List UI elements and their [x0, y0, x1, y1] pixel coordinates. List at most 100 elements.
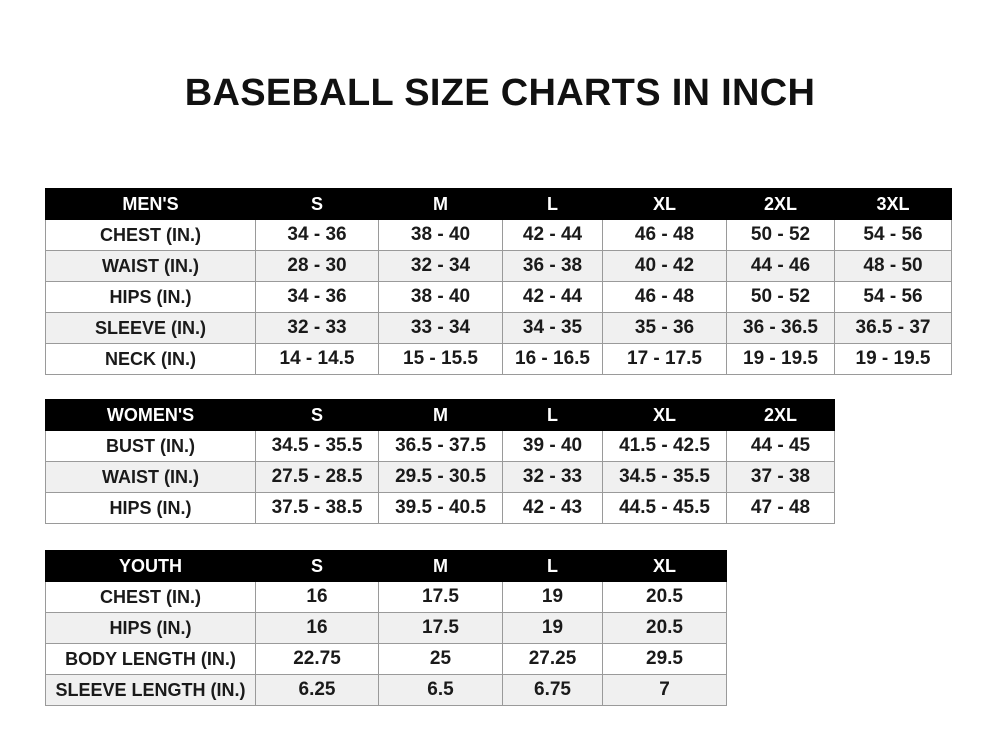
- size-value-cell: 46 - 48: [602, 219, 727, 251]
- size-value-cell: 39.5 - 40.5: [378, 492, 503, 524]
- size-value-cell: 38 - 40: [378, 219, 503, 251]
- table-category-header: YOUTH: [45, 550, 256, 582]
- size-column-header: S: [255, 399, 379, 431]
- size-value-cell: 19: [502, 581, 603, 613]
- table-row: BODY LENGTH (IN.) 22.75 25 27.25 29.5: [45, 643, 727, 675]
- size-value-cell: 33 - 34: [378, 312, 503, 344]
- size-value-cell: 25: [378, 643, 503, 675]
- table-row: WAIST (IN.) 27.5 - 28.5 29.5 - 30.5 32 - 33…: [45, 461, 835, 493]
- youth-size-table: YOUTH S M L XL CHEST (IN.) 16 17.5 19 20.5 HIPS (I…: [45, 550, 727, 706]
- size-column-header: M: [378, 188, 503, 220]
- size-value-cell: 28 - 30: [255, 250, 379, 282]
- size-value-cell: 36.5 - 37: [834, 312, 952, 344]
- measurement-label: CHEST (IN.): [45, 219, 256, 251]
- size-value-cell: 34 - 36: [255, 219, 379, 251]
- size-column-header: S: [255, 550, 379, 582]
- size-column-header: L: [502, 399, 603, 431]
- size-column-header: M: [378, 399, 503, 431]
- size-value-cell: 39 - 40: [502, 430, 603, 462]
- table-row: BUST (IN.) 34.5 - 35.5 36.5 - 37.5 39 - 40 4…: [45, 430, 835, 462]
- size-value-cell: 42 - 43: [502, 492, 603, 524]
- size-value-cell: 36 - 38: [502, 250, 603, 282]
- size-value-cell: 44 - 46: [726, 250, 835, 282]
- size-value-cell: 48 - 50: [834, 250, 952, 282]
- size-value-cell: 19: [502, 612, 603, 644]
- size-value-cell: 54 - 56: [834, 281, 952, 313]
- size-value-cell: 38 - 40: [378, 281, 503, 313]
- size-column-header: 2XL: [726, 399, 835, 431]
- table-row: CHEST (IN.) 34 - 36 38 - 40 42 - 44 46 - 48 5…: [45, 219, 952, 251]
- size-value-cell: 32 - 33: [502, 461, 603, 493]
- measurement-label: HIPS (IN.): [45, 612, 256, 644]
- size-value-cell: 42 - 44: [502, 281, 603, 313]
- table-row: NECK (IN.) 14 - 14.5 15 - 15.5 16 - 16.5 17 …: [45, 343, 952, 375]
- table-row: HIPS (IN.) 34 - 36 38 - 40 42 - 44 46 - 48 50…: [45, 281, 952, 313]
- size-value-cell: 6.75: [502, 674, 603, 706]
- mens-size-table: MEN'S S M L XL 2XL 3XL CHEST (IN.) 34 - 36 38 - 4…: [45, 188, 952, 375]
- size-value-cell: 29.5: [602, 643, 727, 675]
- table-header-row: WOMEN'S S M L XL 2XL: [45, 399, 835, 431]
- size-value-cell: 44.5 - 45.5: [602, 492, 727, 524]
- measurement-label: SLEEVE LENGTH (IN.): [45, 674, 256, 706]
- measurement-label: CHEST (IN.): [45, 581, 256, 613]
- page-title: BASEBALL SIZE CHARTS IN INCH: [184, 72, 816, 114]
- measurement-label: HIPS (IN.): [45, 492, 256, 524]
- size-column-header: L: [502, 550, 603, 582]
- size-value-cell: 27.25: [502, 643, 603, 675]
- size-value-cell: 6.5: [378, 674, 503, 706]
- table-row: HIPS (IN.) 37.5 - 38.5 39.5 - 40.5 42 - 43 4…: [45, 492, 835, 524]
- size-column-header: XL: [602, 188, 727, 220]
- size-value-cell: 14 - 14.5: [255, 343, 379, 375]
- size-value-cell: 40 - 42: [602, 250, 727, 282]
- size-value-cell: 22.75: [255, 643, 379, 675]
- table-category-header: WOMEN'S: [45, 399, 256, 431]
- size-value-cell: 41.5 - 42.5: [602, 430, 727, 462]
- size-value-cell: 16: [255, 612, 379, 644]
- size-value-cell: 6.25: [255, 674, 379, 706]
- size-column-header: M: [378, 550, 503, 582]
- size-column-header: 2XL: [726, 188, 835, 220]
- womens-size-table: WOMEN'S S M L XL 2XL BUST (IN.) 34.5 - 35.5 36.5…: [45, 399, 835, 524]
- size-value-cell: 34 - 35: [502, 312, 603, 344]
- measurement-label: BUST (IN.): [45, 430, 256, 462]
- size-value-cell: 36.5 - 37.5: [378, 430, 503, 462]
- size-column-header: 3XL: [834, 188, 952, 220]
- size-value-cell: 37.5 - 38.5: [255, 492, 379, 524]
- size-value-cell: 34 - 36: [255, 281, 379, 313]
- size-value-cell: 50 - 52: [726, 281, 835, 313]
- table-row: SLEEVE (IN.) 32 - 33 33 - 34 34 - 35 35 - 36…: [45, 312, 952, 344]
- size-value-cell: 19 - 19.5: [834, 343, 952, 375]
- size-column-header: S: [255, 188, 379, 220]
- size-value-cell: 17.5: [378, 612, 503, 644]
- table-row: CHEST (IN.) 16 17.5 19 20.5: [45, 581, 727, 613]
- size-value-cell: 54 - 56: [834, 219, 952, 251]
- size-value-cell: 44 - 45: [726, 430, 835, 462]
- size-value-cell: 34.5 - 35.5: [602, 461, 727, 493]
- size-value-cell: 50 - 52: [726, 219, 835, 251]
- size-value-cell: 27.5 - 28.5: [255, 461, 379, 493]
- size-value-cell: 32 - 34: [378, 250, 503, 282]
- size-value-cell: 17 - 17.5: [602, 343, 727, 375]
- measurement-label: WAIST (IN.): [45, 461, 256, 493]
- size-value-cell: 16: [255, 581, 379, 613]
- table-header-row: MEN'S S M L XL 2XL 3XL: [45, 188, 952, 220]
- size-value-cell: 16 - 16.5: [502, 343, 603, 375]
- size-value-cell: 20.5: [602, 612, 727, 644]
- size-value-cell: 36 - 36.5: [726, 312, 835, 344]
- table-row: SLEEVE LENGTH (IN.) 6.25 6.5 6.75 7: [45, 674, 727, 706]
- size-value-cell: 35 - 36: [602, 312, 727, 344]
- size-value-cell: 37 - 38: [726, 461, 835, 493]
- measurement-label: HIPS (IN.): [45, 281, 256, 313]
- size-column-header: L: [502, 188, 603, 220]
- table-category-header: MEN'S: [45, 188, 256, 220]
- measurement-label: WAIST (IN.): [45, 250, 256, 282]
- table-row: WAIST (IN.) 28 - 30 32 - 34 36 - 38 40 - 42 4…: [45, 250, 952, 282]
- size-value-cell: 47 - 48: [726, 492, 835, 524]
- size-value-cell: 17.5: [378, 581, 503, 613]
- size-value-cell: 34.5 - 35.5: [255, 430, 379, 462]
- table-row: HIPS (IN.) 16 17.5 19 20.5: [45, 612, 727, 644]
- size-value-cell: 20.5: [602, 581, 727, 613]
- size-column-header: XL: [602, 550, 727, 582]
- table-header-row: YOUTH S M L XL: [45, 550, 727, 582]
- size-value-cell: 19 - 19.5: [726, 343, 835, 375]
